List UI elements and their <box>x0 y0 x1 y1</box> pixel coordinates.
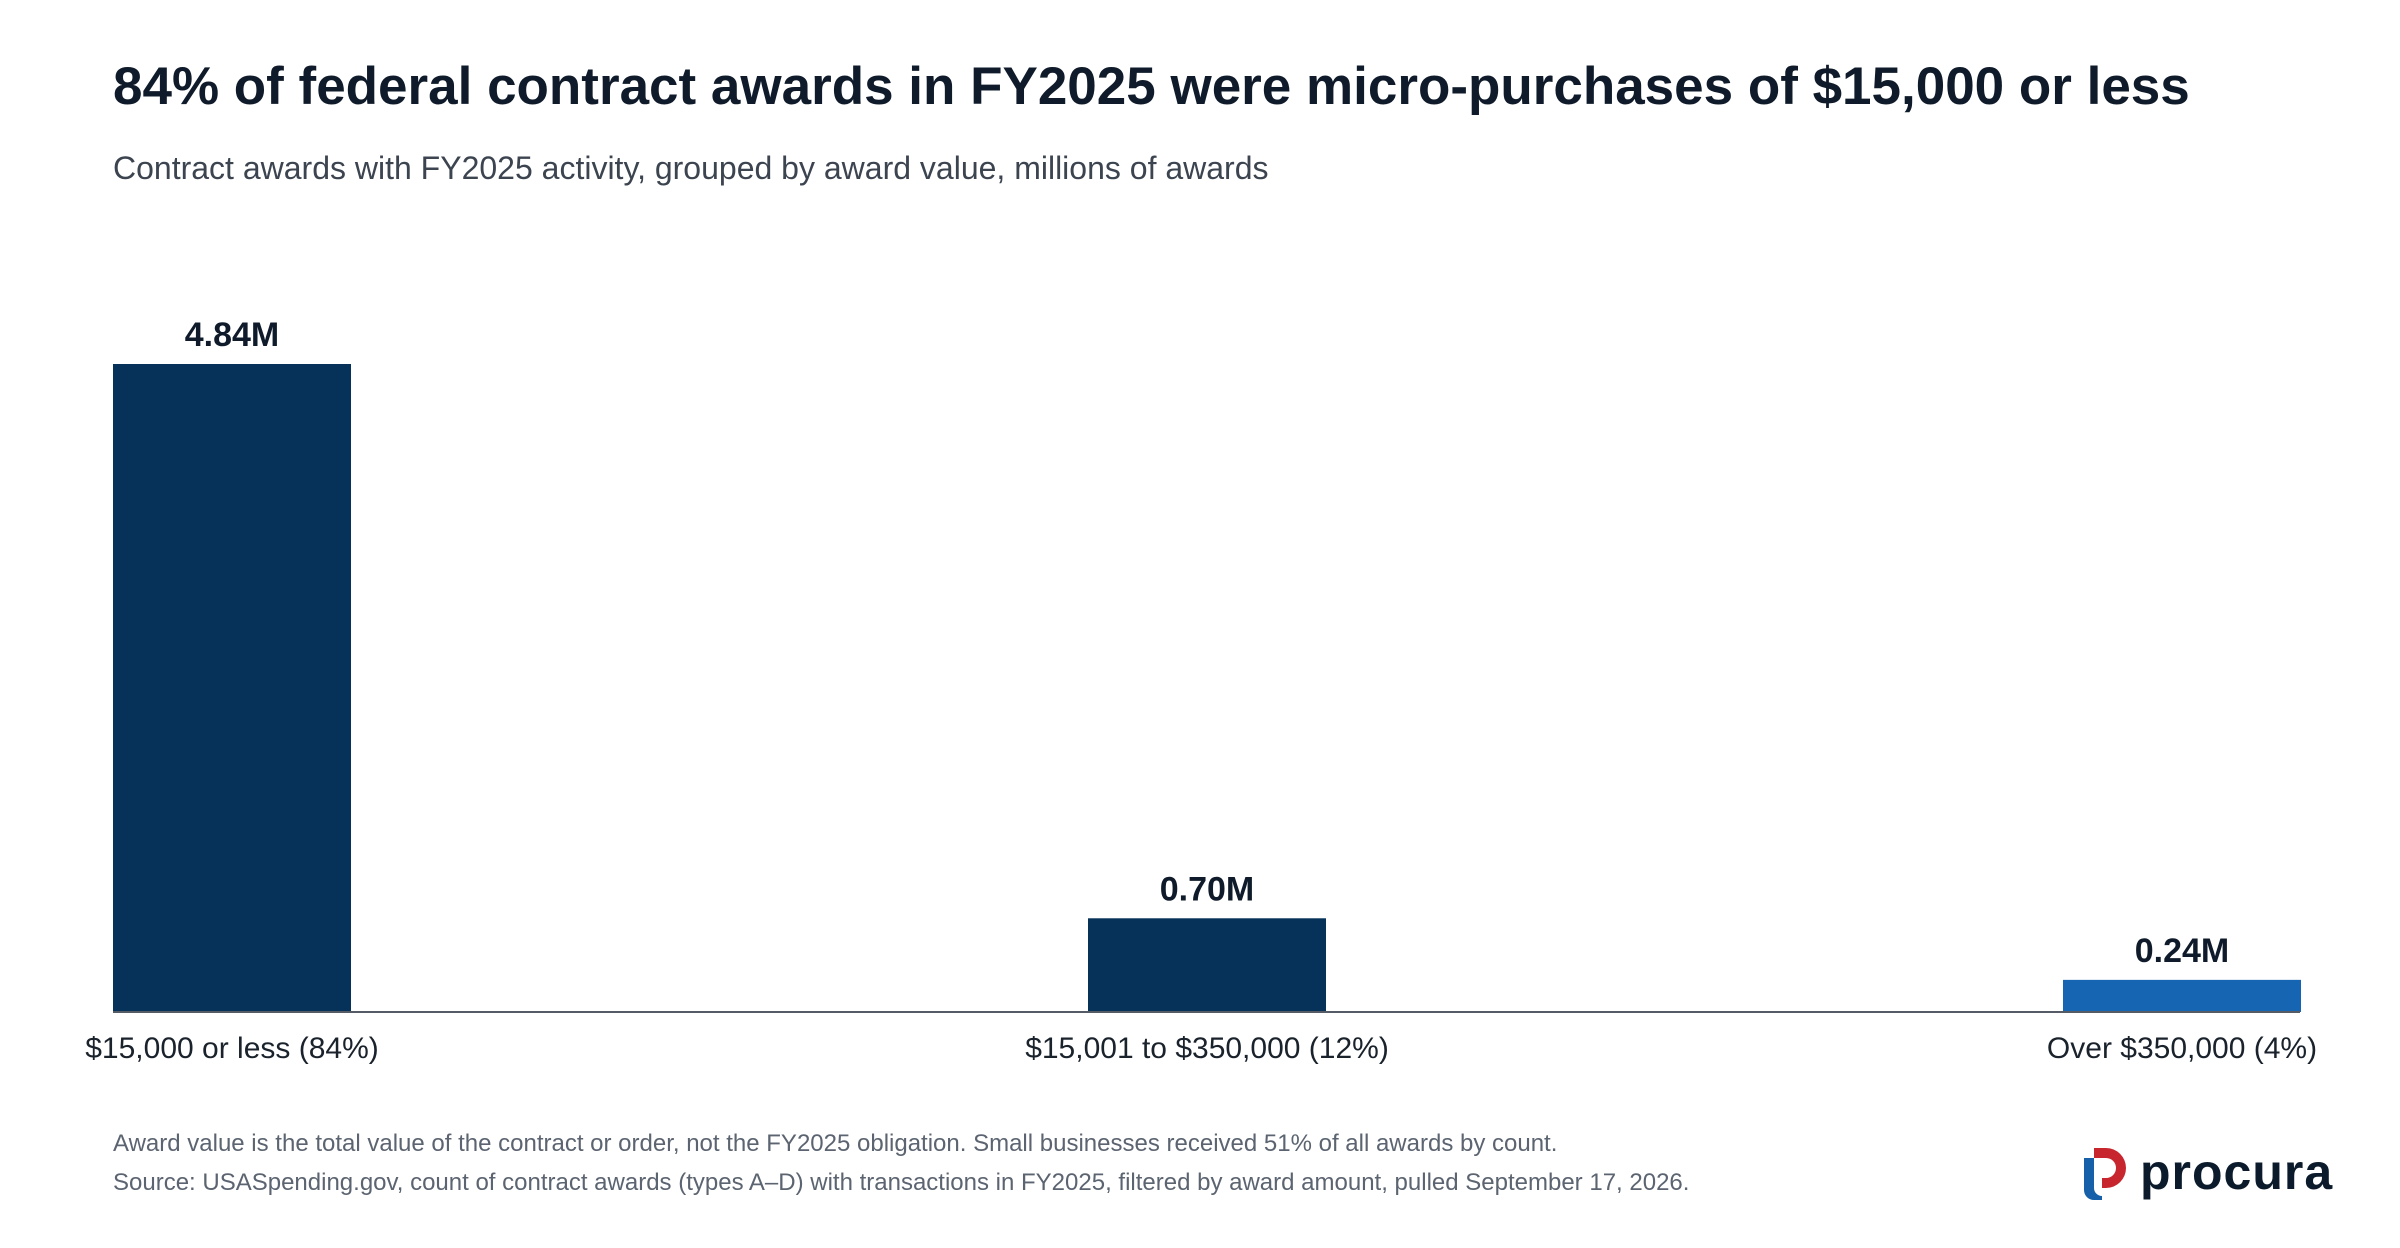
procura-logo-text: procura <box>2140 1144 2334 1200</box>
chart-title: 84% of federal contract awards in FY2025… <box>113 57 2190 116</box>
category-label-2: $15,001 to $350,000 (12%) <box>1025 1032 1389 1065</box>
bar-value-label-1: 4.84M <box>185 316 280 354</box>
source-note: Source: USASpending.gov, count of contra… <box>113 1169 1690 1196</box>
bars-group <box>113 364 2301 1012</box>
category-labels-group: $15,000 or less (84%) $15,001 to $350,000… <box>85 1032 2317 1065</box>
bar-value-label-3: 0.24M <box>2135 932 2230 970</box>
procura-logo: procura <box>2080 1140 2333 1204</box>
footnote: Award value is the total value of the co… <box>113 1130 1558 1157</box>
chart-subtitle: Contract awards with FY2025 activity, gr… <box>113 150 1269 186</box>
value-labels-group: 4.84M 0.70M 0.24M <box>185 316 2230 970</box>
bar-value-label-2: 0.70M <box>1160 870 1255 908</box>
category-label-1: $15,000 or less (84%) <box>85 1032 379 1065</box>
category-label-3: Over $350,000 (4%) <box>2047 1032 2317 1065</box>
bar-3 <box>2063 979 2301 1012</box>
bar-1 <box>113 364 351 1012</box>
bar-2 <box>1088 918 1326 1012</box>
procura-logo-mark-icon <box>2084 1148 2126 1200</box>
